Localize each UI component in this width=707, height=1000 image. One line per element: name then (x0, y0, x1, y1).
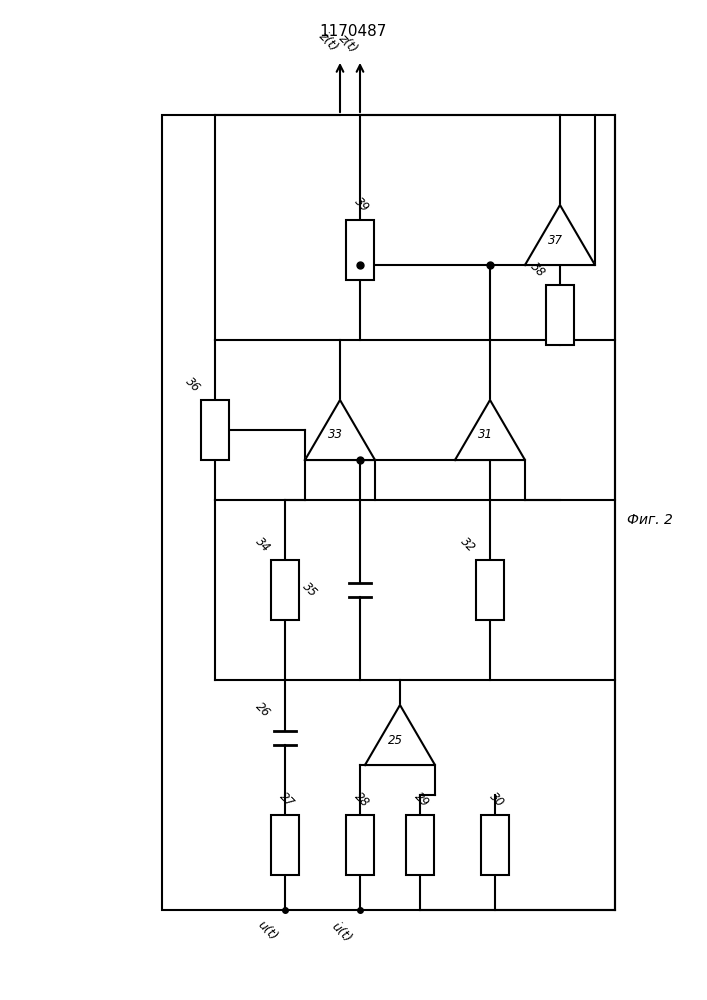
Text: 32: 32 (458, 535, 478, 555)
Text: 25: 25 (387, 734, 402, 746)
Bar (546, 285, 574, 345)
Polygon shape (525, 205, 595, 265)
Text: Фиг. 2: Фиг. 2 (627, 513, 673, 527)
Text: 39: 39 (352, 195, 372, 215)
Text: 1170487: 1170487 (320, 24, 387, 39)
Text: 26: 26 (253, 700, 273, 720)
Polygon shape (455, 400, 525, 460)
Bar (476, 560, 504, 620)
Bar (406, 815, 434, 875)
Bar (346, 815, 374, 875)
Text: u(t): u(t) (255, 918, 279, 943)
Text: 35: 35 (300, 580, 320, 600)
Text: 33: 33 (327, 428, 342, 442)
Text: 36: 36 (183, 375, 203, 395)
Text: 37: 37 (547, 233, 563, 246)
Text: 34: 34 (253, 535, 273, 555)
Bar (271, 560, 299, 620)
Text: $\dot{z}$(t): $\dot{z}$(t) (315, 28, 341, 55)
Text: 27: 27 (277, 790, 297, 810)
Bar (201, 400, 229, 460)
Polygon shape (365, 705, 435, 765)
Text: z(t): z(t) (336, 31, 360, 55)
Polygon shape (305, 400, 375, 460)
Bar (346, 220, 374, 280)
Text: 29: 29 (412, 790, 432, 810)
Text: 31: 31 (477, 428, 493, 442)
Bar (481, 815, 509, 875)
Text: 30: 30 (487, 790, 507, 810)
Text: $\dot{u}$(t): $\dot{u}$(t) (328, 918, 356, 945)
Text: 28: 28 (352, 790, 372, 810)
Bar (162, 115, 615, 910)
Text: 38: 38 (528, 260, 548, 280)
Bar (271, 815, 299, 875)
